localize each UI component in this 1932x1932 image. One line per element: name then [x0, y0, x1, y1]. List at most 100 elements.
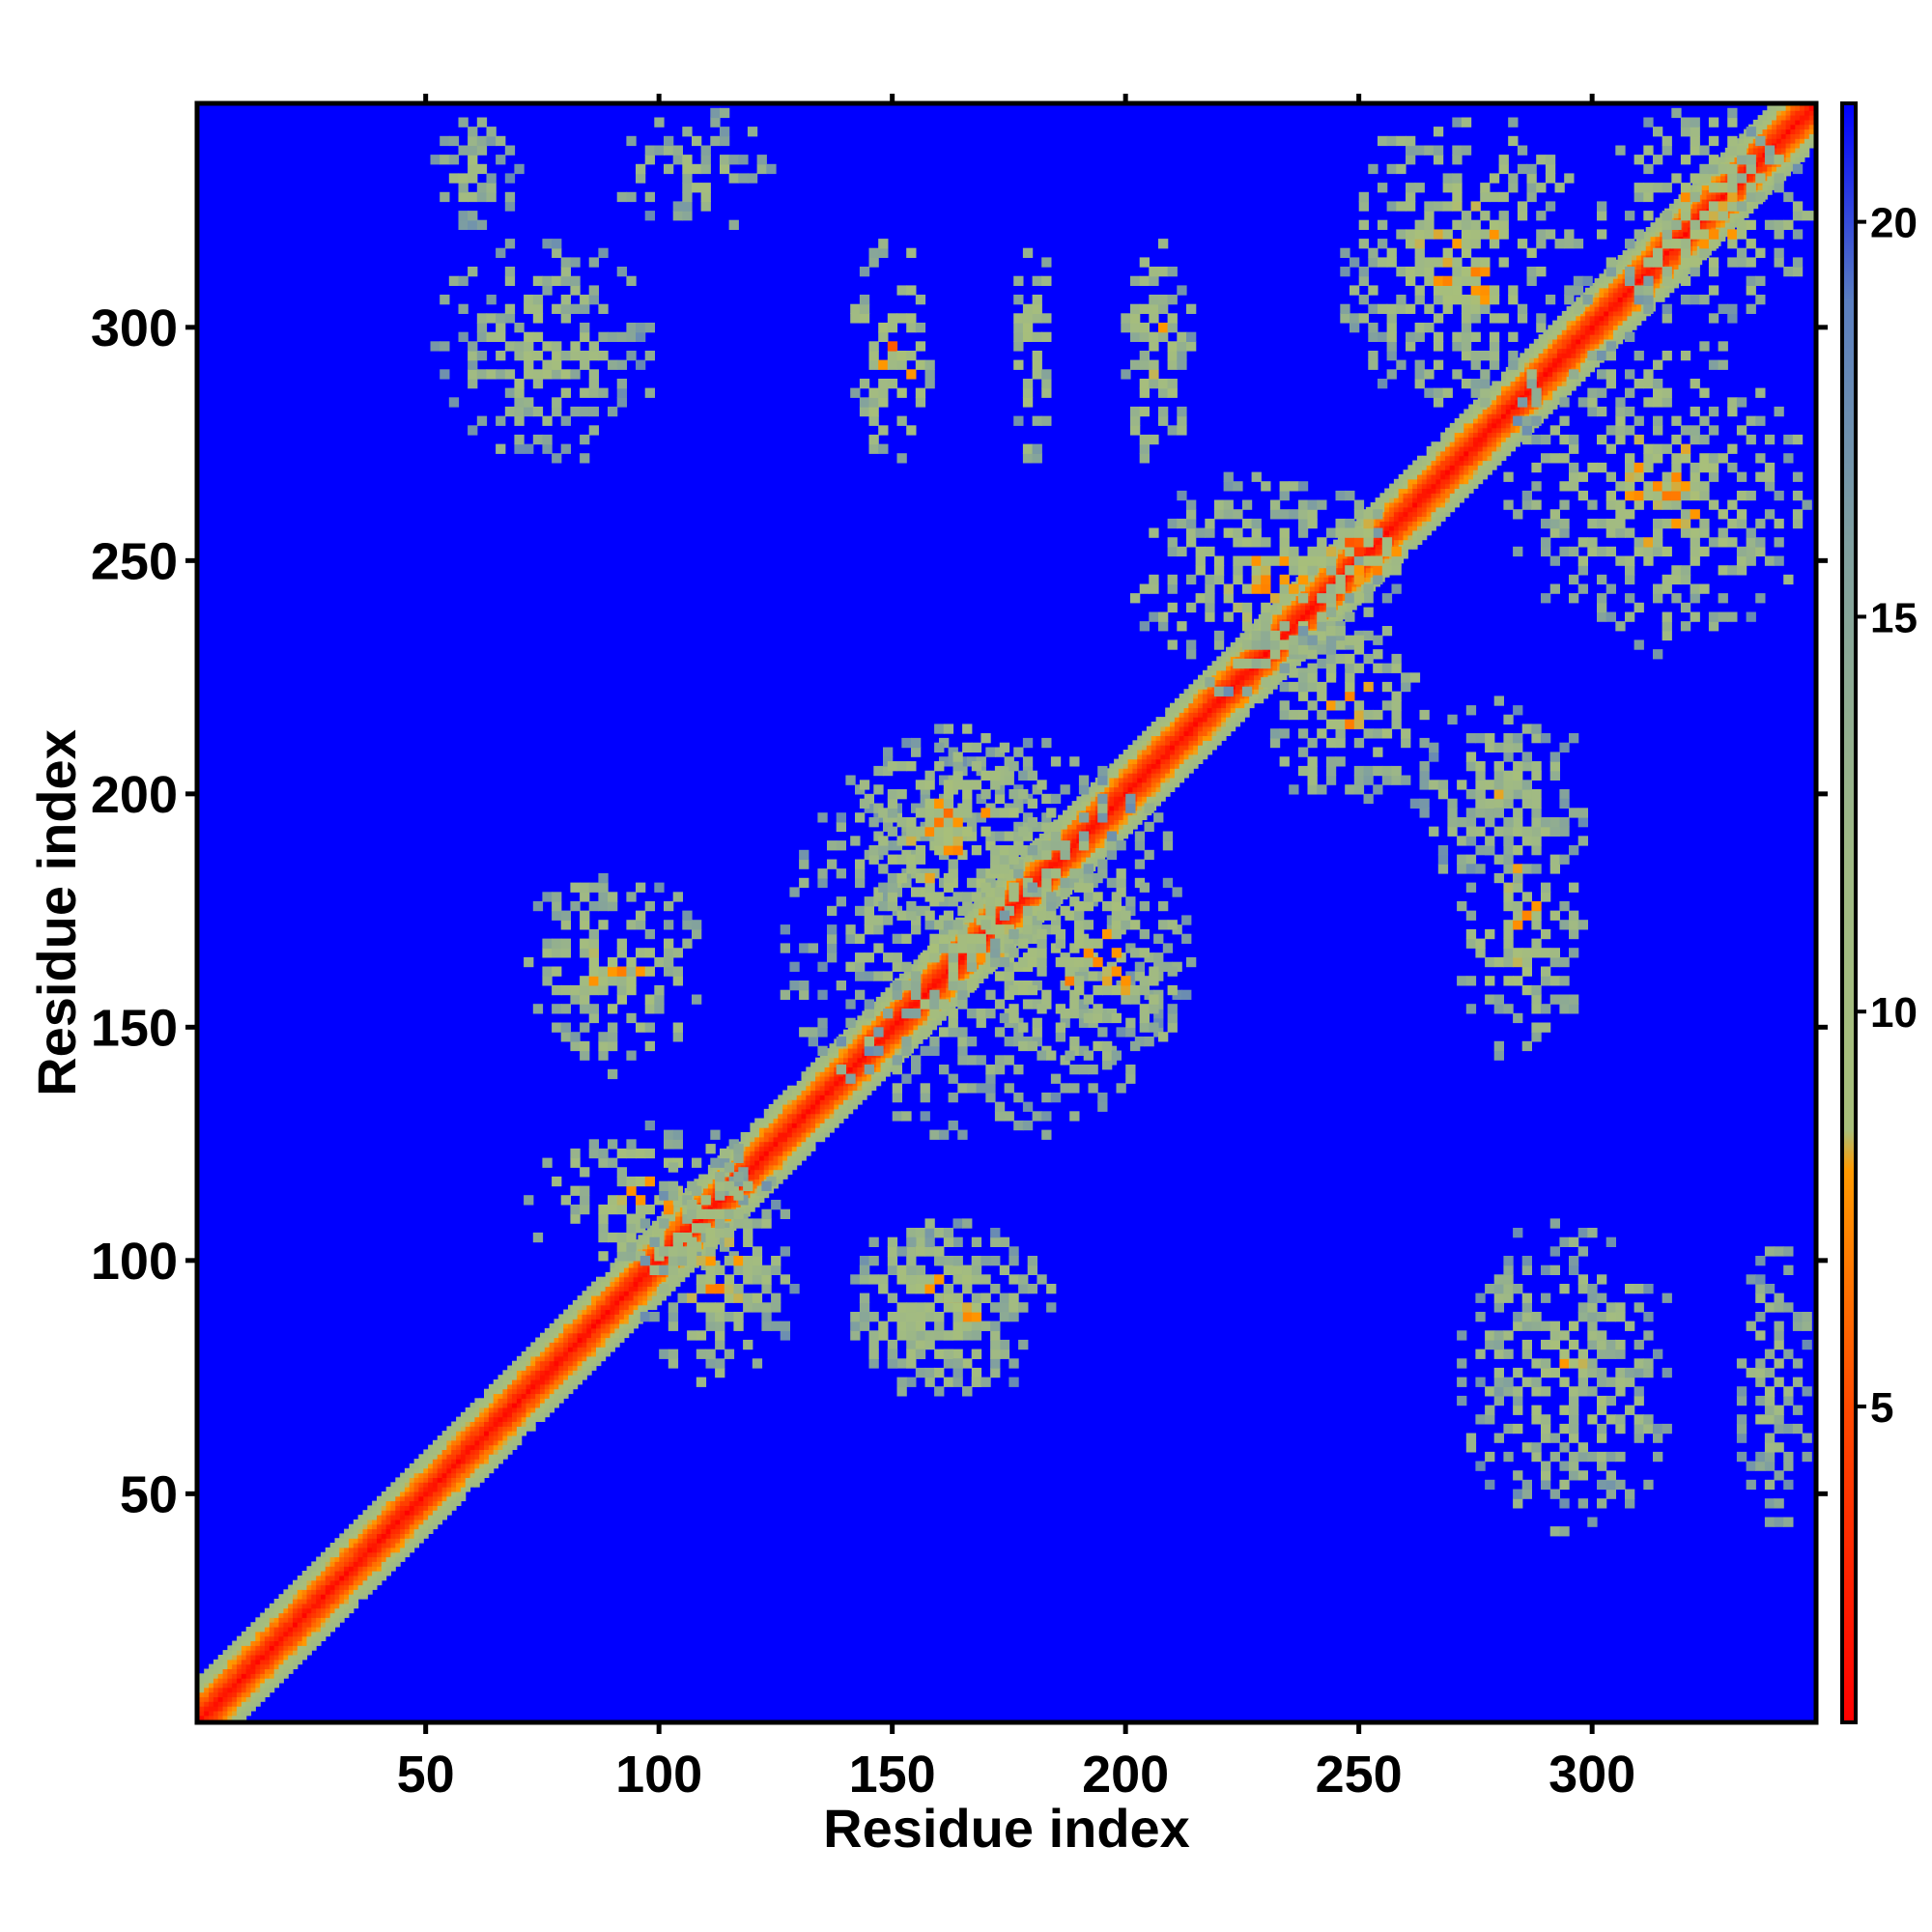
- heatmap-cell: [703, 1183, 709, 1189]
- heatmap-cell: [1216, 697, 1222, 704]
- heatmap-cell: [1286, 605, 1293, 611]
- heatmap-cell: [502, 1416, 508, 1422]
- heatmap-cell: [1063, 861, 1068, 867]
- heatmap-cell: [1249, 674, 1255, 681]
- heatmap-cell: [1151, 791, 1157, 797]
- heatmap-cell: [791, 1104, 798, 1110]
- heatmap-cell: [390, 1495, 396, 1502]
- heatmap-cell: [815, 1090, 821, 1095]
- heatmap-cell: [516, 1365, 523, 1371]
- heatmap-cell: [1421, 478, 1428, 485]
- heatmap-cell: [1403, 521, 1408, 526]
- heatmap-cell: [1263, 694, 1268, 699]
- heatmap-cell: [329, 1627, 336, 1633]
- heatmap-cell: [1421, 488, 1428, 494]
- heatmap-cell: [372, 1547, 378, 1553]
- heatmap-cell: [1426, 460, 1433, 466]
- heatmap-cell: [582, 1360, 587, 1367]
- heatmap-cell: [526, 1370, 531, 1376]
- heatmap-cell: [339, 1612, 345, 1618]
- heatmap-cell: [638, 1267, 643, 1273]
- heatmap-cell: [768, 1113, 775, 1120]
- heatmap-cell: [395, 1510, 401, 1516]
- heatmap-cell: [867, 1090, 872, 1095]
- heatmap-cell: [1188, 735, 1194, 741]
- heatmap-cell: [301, 1640, 308, 1646]
- heatmap-cell: [381, 1547, 387, 1553]
- heatmap-cell: [1407, 478, 1413, 485]
- heatmap-cell: [768, 1141, 775, 1148]
- heatmap-cell: [1300, 605, 1306, 611]
- heatmap-cell: [810, 1085, 816, 1092]
- heatmap-cell: [413, 1472, 419, 1478]
- heatmap-cell: [1417, 521, 1423, 526]
- heatmap-cell: [582, 1319, 587, 1324]
- heatmap-cell: [521, 1351, 527, 1357]
- heatmap-cell: [1179, 753, 1185, 760]
- heatmap-cell: [1282, 656, 1288, 662]
- heatmap-cell: [381, 1519, 387, 1525]
- heatmap-cell: [329, 1622, 336, 1628]
- heatmap-cell: [857, 1090, 863, 1095]
- heatmap-cell: [465, 1435, 471, 1441]
- heatmap-cell: [1207, 717, 1213, 723]
- heatmap-cell: [880, 1062, 886, 1067]
- heatmap-cell: [441, 1444, 447, 1450]
- heatmap-cell: [465, 1477, 471, 1483]
- heatmap-cell: [269, 1645, 275, 1651]
- heatmap-cell: [1160, 717, 1166, 723]
- heatmap-cell: [390, 1491, 396, 1497]
- heatmap-cell: [582, 1342, 587, 1348]
- heatmap-cell: [834, 1099, 839, 1105]
- heatmap-cell: [1122, 750, 1129, 755]
- heatmap-cell: [847, 1038, 854, 1044]
- heatmap-cell: [1370, 502, 1377, 508]
- heatmap-cell: [362, 1571, 368, 1577]
- heatmap-cell: [1146, 773, 1152, 779]
- heatmap-cell: [824, 1085, 830, 1092]
- heatmap-cell: [1244, 707, 1250, 713]
- heatmap-cell: [768, 1127, 775, 1133]
- heatmap-cell: [316, 1584, 322, 1590]
- heatmap-cell: [502, 1379, 508, 1385]
- heatmap-cell: [1174, 717, 1180, 723]
- heatmap-cell: [1151, 777, 1157, 783]
- heatmap-cell: [951, 936, 956, 942]
- heatmap-cell: [582, 1332, 587, 1339]
- heatmap-cell: [1221, 656, 1227, 662]
- heatmap-cell: [245, 1706, 252, 1712]
- heatmap-cell: [493, 1379, 499, 1385]
- heatmap-cell: [1198, 694, 1204, 699]
- heatmap-cell: [395, 1547, 401, 1553]
- heatmap-cell: [819, 1066, 826, 1072]
- heatmap-cell: [451, 1431, 457, 1436]
- heatmap-cell: [269, 1650, 275, 1656]
- heatmap-cell: [554, 1327, 559, 1334]
- heatmap-cell: [404, 1477, 411, 1483]
- heatmap-cell: [409, 1523, 415, 1530]
- heatmap-cell: [497, 1393, 503, 1399]
- heatmap-cell: [1309, 590, 1316, 597]
- heatmap-cell: [1309, 577, 1316, 582]
- heatmap-cell: [362, 1543, 368, 1548]
- heatmap-cell: [1109, 781, 1115, 788]
- heatmap-cell: [773, 1122, 779, 1128]
- heatmap-cell: [204, 1696, 210, 1702]
- heatmap-cell: [745, 1146, 751, 1151]
- heatmap-cell: [885, 1052, 891, 1059]
- heatmap-cell: [1254, 669, 1260, 676]
- heatmap-cell: [1417, 506, 1423, 513]
- heatmap-cell: [372, 1538, 378, 1544]
- heatmap-cell: [367, 1571, 373, 1577]
- heatmap-cell: [1207, 689, 1213, 695]
- heatmap-cell: [1403, 469, 1408, 475]
- heatmap-cell: [819, 1057, 826, 1064]
- heatmap-cell: [437, 1495, 443, 1502]
- heatmap-cell: [544, 1375, 551, 1380]
- heatmap-cell: [782, 1169, 788, 1175]
- heatmap-cell: [787, 1104, 793, 1110]
- heatmap-cell: [1155, 801, 1161, 807]
- heatmap-cell: [1398, 526, 1405, 531]
- heatmap-cell: [339, 1589, 345, 1595]
- heatmap-cell: [237, 1668, 242, 1674]
